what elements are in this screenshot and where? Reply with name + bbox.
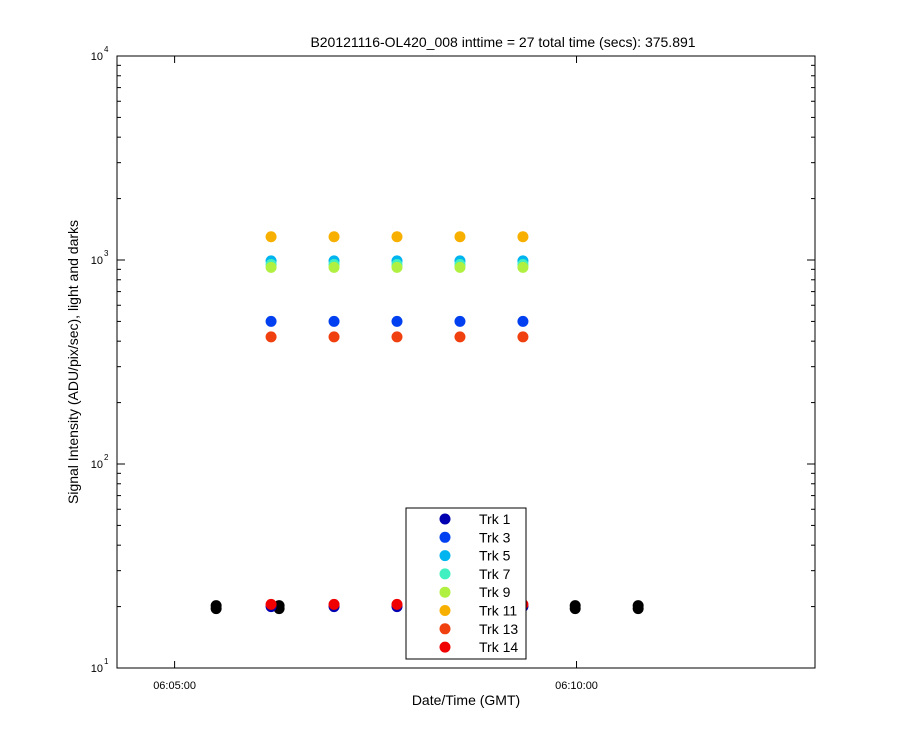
legend-marker <box>439 623 451 635</box>
data-point <box>265 598 277 610</box>
data-point <box>391 331 403 343</box>
data-point <box>328 315 340 327</box>
data-point <box>265 231 277 243</box>
x-tick-label: 06:10:00 <box>555 680 598 692</box>
data-point <box>391 315 403 327</box>
data-point <box>454 315 466 327</box>
data-point <box>328 261 340 273</box>
data-point <box>265 261 277 273</box>
dark-point <box>210 600 222 612</box>
y-tick-label: 10 <box>91 51 103 63</box>
y-tick-exponent: 4 <box>104 45 109 54</box>
y-axis-label: Signal Intensity (ADU/pix/sec), light an… <box>65 220 81 504</box>
legend-label: Trk 9 <box>479 584 511 600</box>
data-point <box>391 231 403 243</box>
legend-marker <box>439 605 451 616</box>
y-tick-label: 10 <box>91 459 103 471</box>
legend-label: Trk 13 <box>479 621 518 637</box>
data-point <box>391 261 403 273</box>
data-point <box>517 231 529 243</box>
dark-point <box>632 600 644 612</box>
legend: Trk 1 Trk 3 Trk 5 Trk 7 Trk 9 Trk 11 Trk 13 Trk… <box>405 507 527 660</box>
y-tick-label: 10 <box>91 255 103 267</box>
data-point <box>517 261 529 273</box>
data-point <box>265 315 277 327</box>
axis-ticks <box>117 56 815 669</box>
y-tick-exponent: 1 <box>104 657 109 666</box>
data-point <box>454 331 466 343</box>
legend-marker <box>439 586 451 598</box>
legend-marker <box>439 641 451 653</box>
legend-label: Trk 5 <box>479 548 511 564</box>
y-tick-label: 10 <box>91 663 103 675</box>
legend-marker <box>439 531 451 543</box>
legend-label: Trk 3 <box>479 529 511 545</box>
data-point <box>328 331 340 343</box>
dark-point <box>273 600 285 612</box>
legend-marker <box>439 550 451 562</box>
data-point <box>328 231 340 243</box>
data-point <box>328 598 340 610</box>
y-tick-exponent: 3 <box>104 249 109 258</box>
legend-marker <box>439 513 451 525</box>
data-point <box>454 261 466 273</box>
chart-title: B20121116-OL420_008 inttime = 27 total t… <box>310 34 695 50</box>
legend-box <box>405 507 527 660</box>
data-point <box>265 331 277 343</box>
dark-point <box>569 600 581 612</box>
data-point <box>517 315 529 327</box>
y-tick-exponent: 2 <box>104 453 109 462</box>
legend-label: Trk 7 <box>479 566 511 582</box>
data-point <box>391 598 403 610</box>
legend-label: Trk 14 <box>479 639 518 655</box>
data-point <box>454 231 466 243</box>
legend-label: Trk 11 <box>479 603 517 619</box>
x-tick-label: 06:05:00 <box>153 680 196 692</box>
legend-marker <box>439 568 451 580</box>
legend-label: Trk 1 <box>479 511 511 527</box>
data-point <box>517 331 529 343</box>
x-axis-label: Date/Time (GMT) <box>412 692 520 708</box>
